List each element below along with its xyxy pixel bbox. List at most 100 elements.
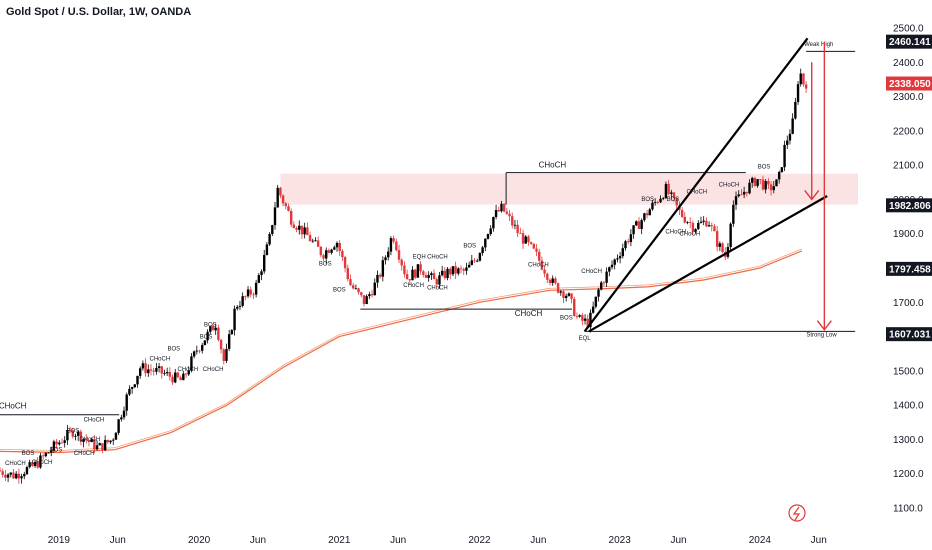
candle	[325, 247, 328, 264]
candle	[230, 328, 234, 335]
candle	[540, 256, 544, 271]
candle	[605, 267, 608, 287]
candle	[373, 278, 376, 296]
candle-body	[370, 294, 374, 296]
candle	[624, 239, 627, 251]
candle-body	[559, 291, 562, 293]
price-badge-value: 1607.031	[889, 330, 931, 341]
candle	[360, 291, 363, 298]
time-tick-label: Jun	[670, 535, 686, 546]
structure-label: Weak High	[804, 42, 833, 48]
candle	[209, 325, 212, 335]
candle-body	[427, 275, 430, 278]
candle	[764, 179, 767, 194]
candle-body	[721, 243, 724, 253]
candle	[395, 238, 398, 252]
candle	[222, 348, 225, 365]
candle-body	[737, 194, 740, 197]
candle-body	[155, 368, 158, 372]
candle	[492, 216, 495, 232]
candle	[0, 467, 2, 472]
candle-body	[311, 240, 314, 242]
candle-body	[759, 179, 762, 180]
candle-body	[12, 472, 15, 479]
structure-label: EQH	[413, 254, 426, 260]
candle	[36, 456, 39, 469]
candle	[292, 221, 296, 229]
candle-body	[718, 243, 722, 247]
candle-body	[44, 452, 48, 457]
candle	[699, 216, 703, 224]
candle-body	[322, 255, 325, 259]
moving-average-layer	[0, 248, 803, 454]
candle	[187, 366, 190, 377]
candle-body	[662, 198, 665, 199]
candle	[236, 304, 239, 311]
structure-label: CHoCH	[679, 231, 700, 237]
candle	[742, 186, 746, 199]
candle	[662, 196, 665, 201]
candle-body	[710, 225, 713, 227]
candle-body	[419, 264, 422, 272]
candle-body	[163, 373, 166, 375]
candle-body	[276, 187, 279, 208]
candle	[6, 473, 10, 482]
candle	[740, 188, 743, 196]
candle	[751, 176, 754, 188]
candle	[144, 358, 147, 377]
structure-label: CHoCH	[539, 161, 567, 170]
candle-body	[405, 274, 409, 280]
candle-body	[117, 419, 120, 433]
candle-body	[589, 312, 592, 328]
price-tick-label: 1400.0	[893, 401, 924, 412]
candle	[799, 68, 802, 87]
price-tick-label: 2500.0	[893, 24, 924, 35]
candle	[381, 256, 385, 282]
candle-body	[583, 318, 587, 321]
candle-body	[249, 289, 252, 295]
candle-body	[60, 442, 64, 444]
candle	[457, 267, 460, 276]
structure-label: CHoCH	[203, 367, 224, 373]
structure-label: CHoCH	[581, 269, 602, 275]
candle-body	[362, 295, 366, 305]
structure-label: CHoCH	[719, 183, 740, 189]
candle	[397, 244, 401, 264]
structure-label: BOS	[641, 197, 654, 203]
candle	[338, 240, 341, 256]
candle-body	[516, 224, 519, 234]
candle	[502, 203, 506, 213]
candle	[688, 217, 692, 229]
candle-body	[133, 384, 137, 388]
candle-body	[95, 445, 99, 450]
candle	[802, 73, 805, 87]
candle	[473, 258, 476, 263]
candle-body	[74, 435, 77, 437]
tradingview-logo-icon[interactable]	[788, 504, 806, 522]
time-axis[interactable]: 2019 Jun 2020 Jun 2021 Jun 2022 Jun 2023 Jun 2024 J…	[48, 535, 827, 546]
candle	[594, 296, 598, 309]
candle	[559, 289, 562, 296]
structure-label: CHoCH	[32, 460, 53, 466]
candle	[68, 426, 72, 434]
candle-body	[740, 194, 743, 196]
candle-body	[519, 233, 522, 234]
candle-body	[761, 179, 765, 190]
candle-body	[4, 474, 7, 478]
candle-body	[87, 440, 91, 443]
candle	[535, 244, 538, 257]
structure-label: BOS	[319, 261, 332, 267]
candle-body	[98, 443, 101, 446]
candle	[737, 190, 740, 198]
candle-body	[130, 387, 134, 389]
candle-body	[705, 220, 708, 227]
candle	[389, 236, 393, 256]
candle-body	[538, 251, 541, 261]
candle	[257, 272, 261, 284]
candle	[263, 249, 266, 274]
candle	[745, 191, 749, 197]
candle-body	[68, 429, 72, 431]
candle-body	[794, 101, 797, 119]
price-badge: 1797.458	[886, 261, 932, 276]
